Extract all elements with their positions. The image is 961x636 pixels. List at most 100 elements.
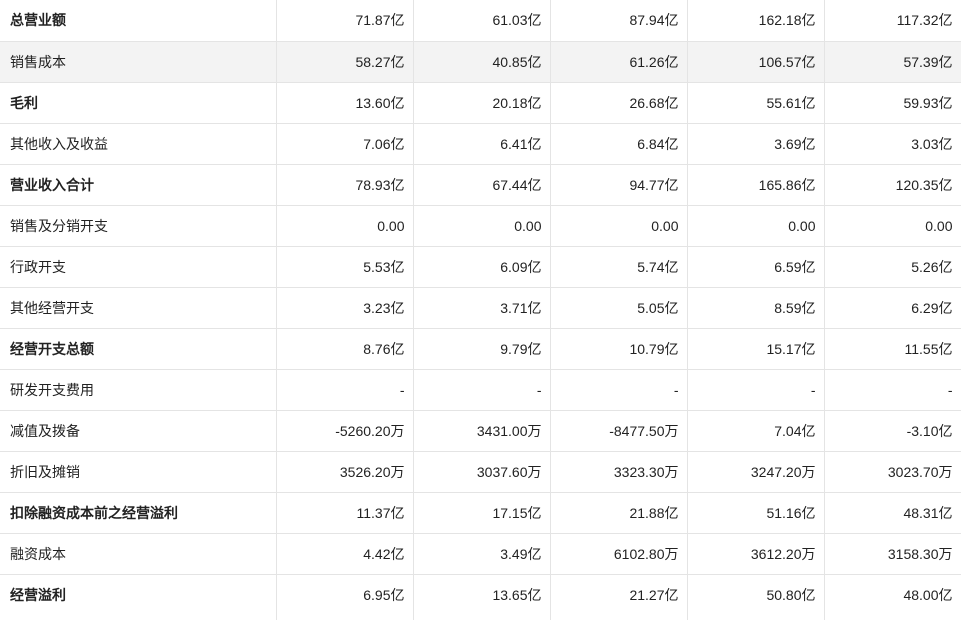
table-row-selling-distribution: 销售及分销开支 0.00 0.00 0.00 0.00 0.00 — [0, 205, 961, 247]
table-cell: 117.32亿 — [824, 0, 961, 42]
row-label: 融资成本 — [0, 533, 277, 575]
table-cell: 21.27亿 — [550, 574, 688, 620]
table-cell: - — [276, 369, 414, 411]
table-cell: 11.55亿 — [824, 328, 961, 370]
table-cell: 10.79亿 — [550, 328, 688, 370]
table-cell: 5.26亿 — [824, 246, 961, 288]
table-cell: 3158.30万 — [824, 533, 961, 575]
table-row-total-operating-income: 营业收入合计 78.93亿 67.44亿 94.77亿 165.86亿 120.… — [0, 164, 961, 206]
table-cell: 3612.20万 — [687, 533, 825, 575]
table-cell: 0.00 — [687, 205, 825, 247]
table-cell: 3.23亿 — [276, 287, 414, 329]
table-cell: 67.44亿 — [413, 164, 551, 206]
table-cell: 7.06亿 — [276, 123, 414, 165]
table-cell: 0.00 — [550, 205, 688, 247]
row-label: 折旧及摊销 — [0, 451, 277, 493]
table-cell: 3526.20万 — [276, 451, 414, 493]
row-label: 毛利 — [0, 82, 277, 124]
table-cell: 71.87亿 — [276, 0, 414, 42]
table-cell: 3323.30万 — [550, 451, 688, 493]
table-cell: 26.68亿 — [550, 82, 688, 124]
row-label: 其他经营开支 — [0, 287, 277, 329]
table-cell: 8.76亿 — [276, 328, 414, 370]
table-cell: 17.15亿 — [413, 492, 551, 534]
table-cell: 6102.80万 — [550, 533, 688, 575]
table-cell: 0.00 — [276, 205, 414, 247]
row-label: 销售成本 — [0, 41, 277, 83]
row-label: 扣除融资成本前之经营溢利 — [0, 492, 277, 534]
table-cell: - — [687, 369, 825, 411]
table-cell: 3.49亿 — [413, 533, 551, 575]
table-cell: 4.42亿 — [276, 533, 414, 575]
table-cell: - — [413, 369, 551, 411]
table-row-other-operating-expenses: 其他经营开支 3.23亿 3.71亿 5.05亿 8.59亿 6.29亿 — [0, 287, 961, 329]
row-label: 营业收入合计 — [0, 164, 277, 206]
table-cell: 7.04亿 — [687, 410, 825, 452]
table-cell: 0.00 — [413, 205, 551, 247]
table-cell: 57.39亿 — [824, 41, 961, 83]
income-statement-table: 总营业额 71.87亿 61.03亿 87.94亿 162.18亿 117.32… — [0, 0, 961, 620]
table-cell: 55.61亿 — [687, 82, 825, 124]
table-row-admin-expenses: 行政开支 5.53亿 6.09亿 5.74亿 6.59亿 5.26亿 — [0, 246, 961, 288]
table-cell: 13.60亿 — [276, 82, 414, 124]
table-cell: 3431.00万 — [413, 410, 551, 452]
table-row-depreciation-amortization: 折旧及摊销 3526.20万 3037.60万 3323.30万 3247.20… — [0, 451, 961, 493]
table-cell: 3023.70万 — [824, 451, 961, 493]
table-cell: 20.18亿 — [413, 82, 551, 124]
table-cell: - — [824, 369, 961, 411]
table-cell: 87.94亿 — [550, 0, 688, 42]
table-cell: 6.29亿 — [824, 287, 961, 329]
table-cell: 51.16亿 — [687, 492, 825, 534]
table-cell: 162.18亿 — [687, 0, 825, 42]
row-label: 减值及拨备 — [0, 410, 277, 452]
table-cell: 78.93亿 — [276, 164, 414, 206]
table-cell: 11.37亿 — [276, 492, 414, 534]
table-cell: 3.69亿 — [687, 123, 825, 165]
table-cell: 58.27亿 — [276, 41, 414, 83]
table-row-total-operating-expenses: 经营开支总额 8.76亿 9.79亿 10.79亿 15.17亿 11.55亿 — [0, 328, 961, 370]
table-cell: 8.59亿 — [687, 287, 825, 329]
table-row-rd-expenses: 研发开支费用 - - - - - — [0, 369, 961, 411]
table-cell: 6.95亿 — [276, 574, 414, 620]
table-cell: 6.41亿 — [413, 123, 551, 165]
table-row-operating-profit-before-finance: 扣除融资成本前之经营溢利 11.37亿 17.15亿 21.88亿 51.16亿… — [0, 492, 961, 534]
table-cell: 21.88亿 — [550, 492, 688, 534]
table-cell: 3247.20万 — [687, 451, 825, 493]
row-label: 其他收入及收益 — [0, 123, 277, 165]
table-cell: 5.05亿 — [550, 287, 688, 329]
table-cell: 59.93亿 — [824, 82, 961, 124]
table-row-operating-profit: 经营溢利 6.95亿 13.65亿 21.27亿 50.80亿 48.00亿 — [0, 574, 961, 620]
table-cell: 165.86亿 — [687, 164, 825, 206]
table-cell: 5.53亿 — [276, 246, 414, 288]
row-label: 销售及分销开支 — [0, 205, 277, 247]
table-cell: 5.74亿 — [550, 246, 688, 288]
table-cell: 3037.60万 — [413, 451, 551, 493]
table-cell: 9.79亿 — [413, 328, 551, 370]
row-label: 经营开支总额 — [0, 328, 277, 370]
table-cell: 120.35亿 — [824, 164, 961, 206]
table-row-gross-profit: 毛利 13.60亿 20.18亿 26.68亿 55.61亿 59.93亿 — [0, 82, 961, 124]
table-cell: 6.09亿 — [413, 246, 551, 288]
table-row-other-income: 其他收入及收益 7.06亿 6.41亿 6.84亿 3.69亿 3.03亿 — [0, 123, 961, 165]
table-cell: 48.31亿 — [824, 492, 961, 534]
table-cell: 61.03亿 — [413, 0, 551, 42]
table-cell: 94.77亿 — [550, 164, 688, 206]
table-row-cost-of-sales: 销售成本 58.27亿 40.85亿 61.26亿 106.57亿 57.39亿 — [0, 41, 961, 83]
table-cell: 6.59亿 — [687, 246, 825, 288]
table-cell: 40.85亿 — [413, 41, 551, 83]
table-cell: 50.80亿 — [687, 574, 825, 620]
table-cell: 6.84亿 — [550, 123, 688, 165]
row-label: 研发开支费用 — [0, 369, 277, 411]
table-cell: 0.00 — [824, 205, 961, 247]
table-cell: 106.57亿 — [687, 41, 825, 83]
row-label: 总营业额 — [0, 0, 277, 42]
table-cell: -8477.50万 — [550, 410, 688, 452]
table-cell: 3.03亿 — [824, 123, 961, 165]
table-cell: 48.00亿 — [824, 574, 961, 620]
table-cell: 15.17亿 — [687, 328, 825, 370]
table-row-impairment-provisions: 减值及拨备 -5260.20万 3431.00万 -8477.50万 7.04亿… — [0, 410, 961, 452]
table-row-total-revenue: 总营业额 71.87亿 61.03亿 87.94亿 162.18亿 117.32… — [0, 0, 961, 42]
table-row-finance-costs: 融资成本 4.42亿 3.49亿 6102.80万 3612.20万 3158.… — [0, 533, 961, 575]
table-cell: -5260.20万 — [276, 410, 414, 452]
table-cell: 61.26亿 — [550, 41, 688, 83]
